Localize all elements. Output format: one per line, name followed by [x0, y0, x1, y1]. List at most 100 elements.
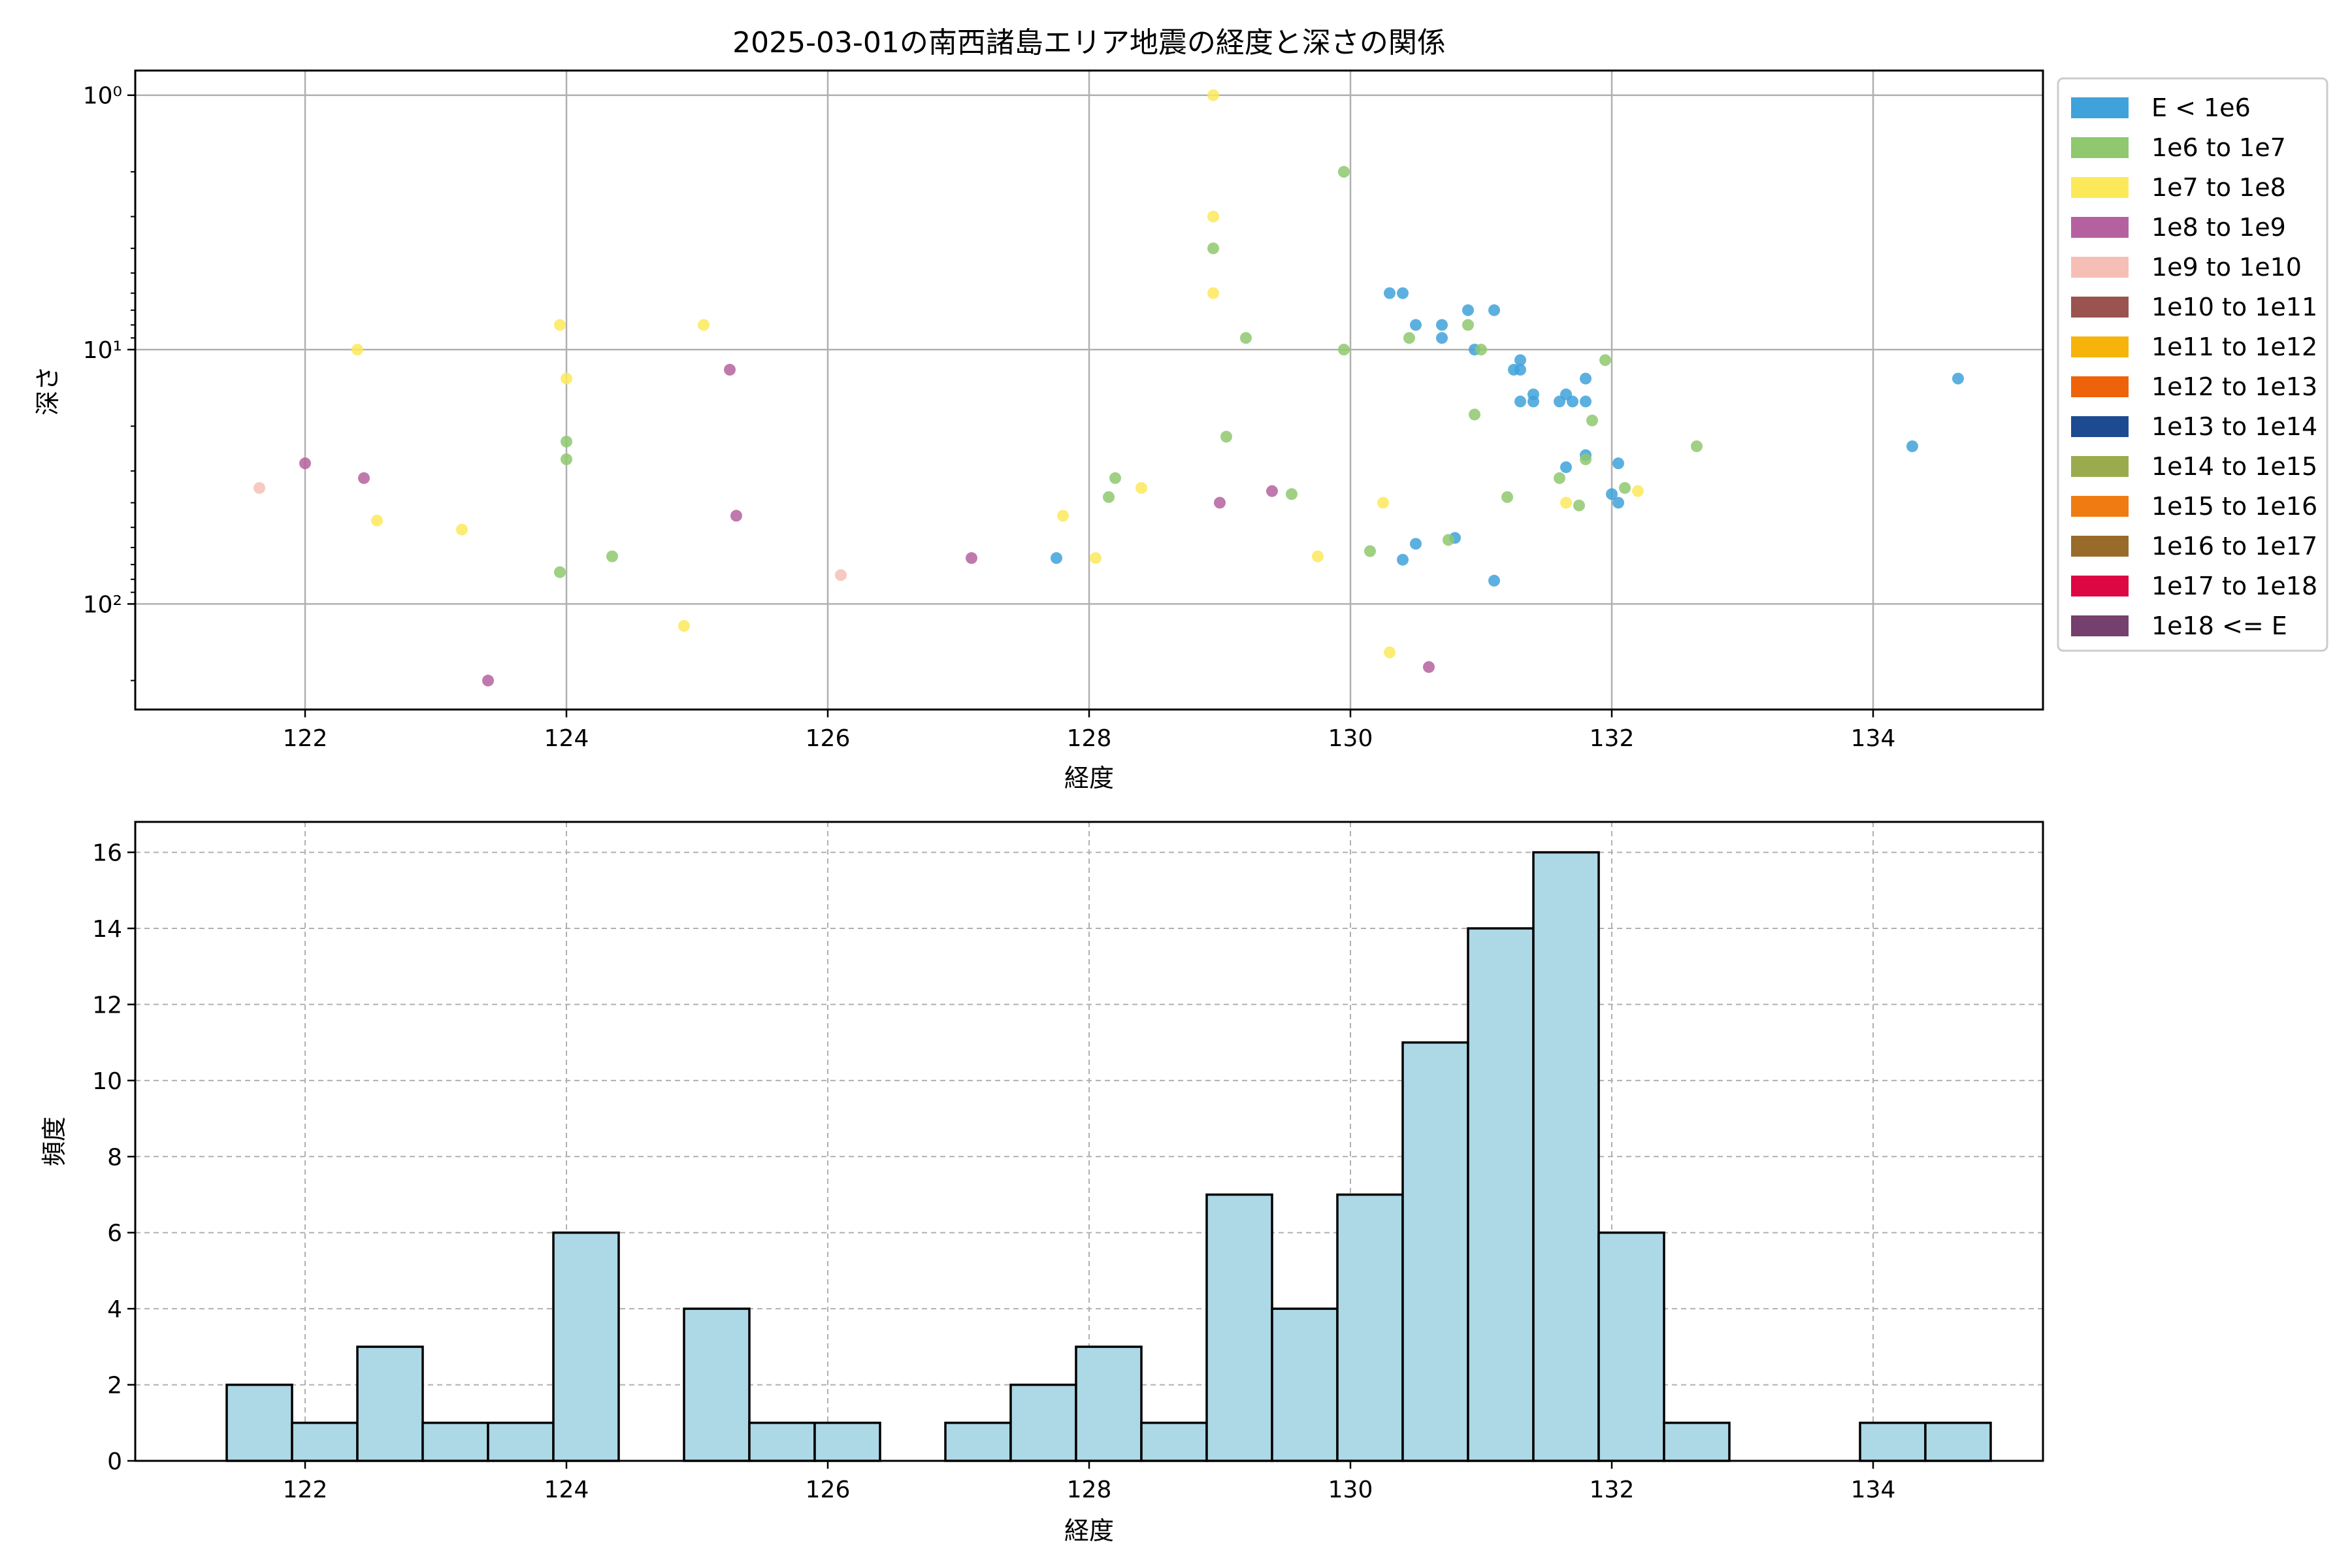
histogram-bar: [1271, 1307, 1339, 1462]
scatter-point: [1462, 319, 1474, 331]
histogram-y-tick-label: 10: [92, 1068, 122, 1095]
scatter-point: [1364, 545, 1376, 557]
histogram-x-axis-label: 経度: [1064, 1516, 1114, 1545]
scatter-point: [1214, 497, 1226, 509]
histogram-bar: [944, 1422, 1012, 1462]
legend-label: 1e7 to 1e8: [2151, 173, 2286, 202]
scatter-point: [1560, 497, 1572, 509]
legend-label: 1e15 to 1e16: [2151, 492, 2317, 521]
scatter-point: [1906, 440, 1918, 453]
scatter-point: [698, 319, 710, 331]
legend-label: E < 1e6: [2151, 93, 2251, 122]
legend-swatch: [2071, 496, 2129, 517]
scatter-x-tick-label: 130: [1328, 725, 1373, 752]
scatter-point: [561, 435, 572, 448]
legend-swatch: [2071, 456, 2129, 477]
legend-swatch: [2071, 137, 2129, 158]
scatter-point: [1514, 395, 1526, 408]
scatter-point: [1501, 491, 1513, 503]
legend-label: 1e16 to 1e17: [2151, 532, 2317, 561]
histogram-bar: [1336, 1193, 1404, 1462]
histogram-bar: [1924, 1422, 1992, 1462]
scatter-point: [1207, 287, 1219, 299]
scatter-point: [1436, 319, 1448, 331]
histogram-bar: [1401, 1041, 1469, 1462]
legend-label: 1e12 to 1e13: [2151, 372, 2317, 401]
legend-label: 1e13 to 1e14: [2151, 412, 2317, 441]
legend: E < 1e6 1e6 to 1e7 1e7 to 1e8 1e8 to 1e9 1e9…: [2057, 77, 2328, 652]
histogram-bar: [1467, 927, 1535, 1462]
histogram-bar: [1663, 1422, 1731, 1462]
histogram-bar: [487, 1422, 555, 1462]
legend-label: 1e10 to 1e11: [2151, 293, 2317, 321]
histogram-bar: [683, 1307, 751, 1462]
scatter-y-tick-label: 10²: [83, 591, 122, 618]
histogram-y-tick-label: 14: [92, 916, 122, 943]
scatter-point: [561, 453, 572, 466]
scatter-point: [1286, 488, 1298, 500]
scatter-point: [1403, 332, 1415, 344]
histogram-y-tick-label: 8: [107, 1144, 122, 1171]
scatter-point: [1632, 485, 1644, 497]
scatter-point: [554, 566, 566, 578]
histogram-bar: [1009, 1383, 1077, 1462]
histogram-bar: [813, 1422, 881, 1462]
scatter-point: [1051, 552, 1062, 564]
scatter-point: [1462, 304, 1474, 316]
scatter-point: [1560, 461, 1572, 474]
legend-label: 1e8 to 1e9: [2151, 213, 2286, 242]
histogram-x-tick-label: 132: [1590, 1477, 1635, 1503]
scatter-point: [456, 523, 468, 536]
histogram-y-tick-label: 16: [92, 840, 122, 867]
histogram-bar: [1532, 851, 1600, 1462]
histogram-bar: [748, 1422, 816, 1462]
histogram-x-tick-label: 130: [1328, 1477, 1373, 1503]
scatter-y-ticks: 10⁰ 10¹ 10²: [83, 83, 135, 681]
scatter-point: [1488, 574, 1500, 587]
scatter-point: [358, 472, 370, 484]
histogram-bar: [421, 1422, 489, 1462]
scatter-point: [1514, 354, 1526, 367]
scatter-point: [1527, 395, 1539, 408]
scatter-point: [1338, 165, 1350, 178]
scatter-point: [1599, 354, 1611, 367]
scatter-point: [1410, 319, 1422, 331]
scatter-point: [1423, 661, 1435, 673]
scatter-point: [1312, 550, 1324, 563]
scatter-point: [1469, 408, 1480, 421]
scatter-point: [1240, 332, 1252, 344]
scatter-point: [371, 514, 383, 527]
scatter-point: [1103, 491, 1115, 503]
scatter-point: [1606, 488, 1618, 500]
legend-label: 1e9 to 1e10: [2151, 253, 2302, 282]
scatter-point: [1488, 304, 1500, 316]
histogram-y-tick-label: 0: [107, 1448, 122, 1475]
scatter-point: [1580, 453, 1592, 466]
scatter-point: [1207, 242, 1219, 255]
histogram-bar: [1205, 1193, 1273, 1462]
scatter-point: [1580, 395, 1592, 408]
legend-label: 1e18 <= E: [2151, 612, 2287, 640]
scatter-point: [1443, 534, 1454, 546]
histogram-bar: [225, 1383, 293, 1462]
histogram-y-tick-label: 12: [92, 992, 122, 1019]
legend-swatch: [2071, 615, 2129, 636]
scatter-title: 2025-03-01の南西諸島エリア地震の経度と深さの関係: [732, 26, 1446, 59]
scatter-point: [1567, 395, 1578, 408]
scatter-point: [1397, 287, 1409, 299]
histogram-bar: [1140, 1422, 1208, 1462]
histogram-y-axis-label: 頻度: [40, 1117, 69, 1166]
histogram-bar: [291, 1422, 359, 1462]
scatter-point: [1207, 210, 1219, 223]
legend-swatch: [2071, 336, 2129, 357]
histogram-y-tick-label: 6: [107, 1220, 122, 1247]
legend-swatch: [2071, 217, 2129, 238]
scatter-point: [835, 569, 847, 581]
scatter-point: [1384, 287, 1396, 299]
scatter-point: [1135, 482, 1147, 494]
histogram-y-tick-label: 2: [107, 1373, 122, 1399]
scatter-point: [554, 319, 566, 331]
scatter-point: [1586, 414, 1598, 427]
scatter-point: [1554, 472, 1565, 484]
legend-swatch: [2071, 416, 2129, 437]
